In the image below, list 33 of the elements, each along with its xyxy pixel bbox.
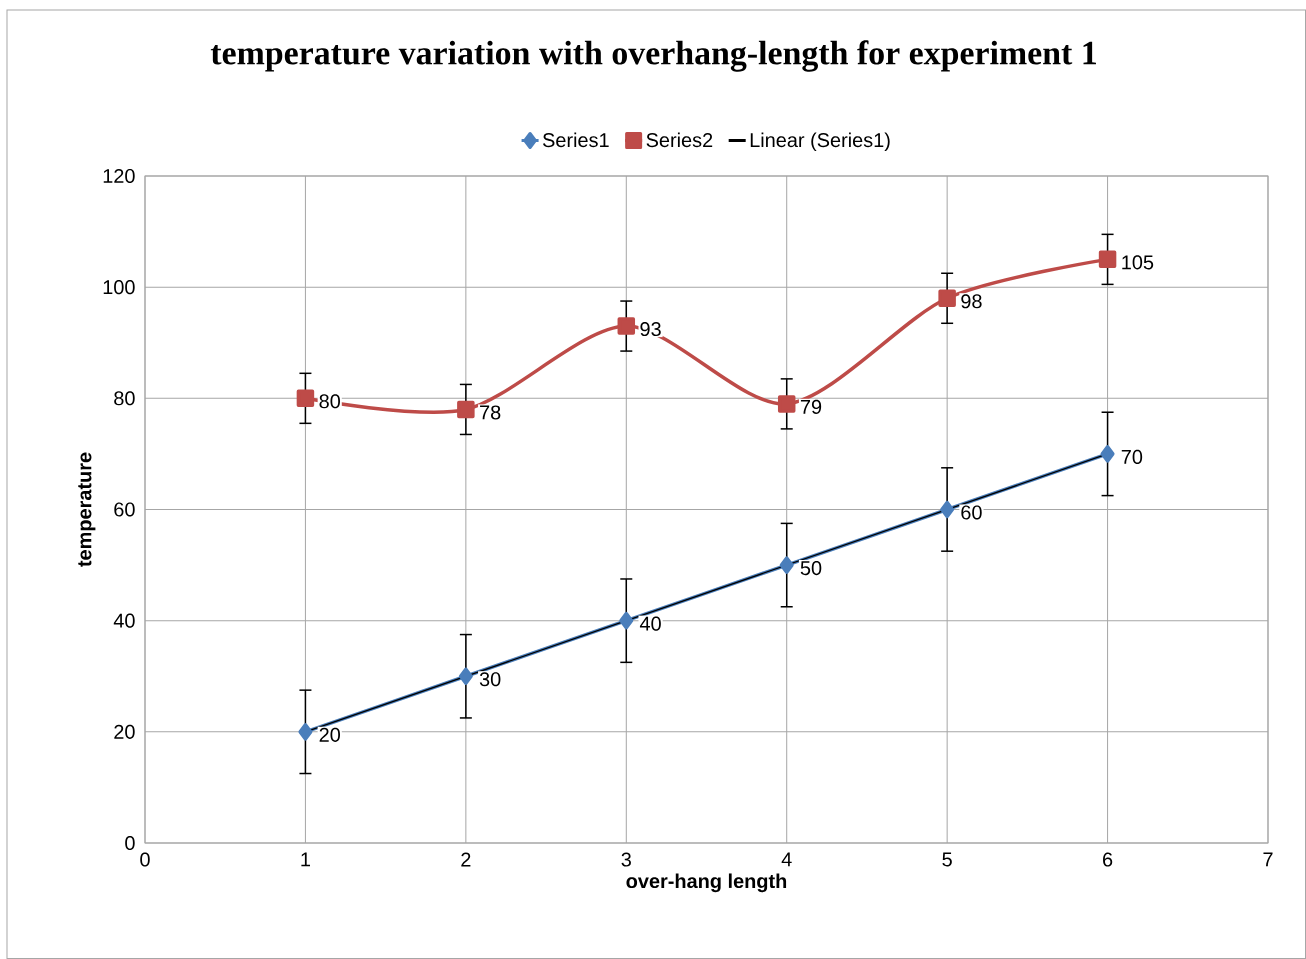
x-tick-label: 3 xyxy=(621,852,631,867)
legend-label: Series2 xyxy=(646,132,713,148)
data-label: 80 xyxy=(319,394,341,409)
x-tick-label: 4 xyxy=(781,852,792,867)
y-tick-label: 20 xyxy=(114,724,135,739)
y-axis-title: temperature xyxy=(78,452,96,567)
data-label: 79 xyxy=(800,399,822,414)
data-label: 93 xyxy=(640,322,661,337)
y-tick-label: 100 xyxy=(103,280,135,295)
data-label: 40 xyxy=(639,616,661,631)
data-label: 70 xyxy=(1121,449,1143,464)
data-label: 78 xyxy=(480,405,501,420)
data-label: 50 xyxy=(800,561,822,576)
x-tick-label: 6 xyxy=(1103,852,1113,867)
legend-label: Linear (Series1) xyxy=(750,132,890,152)
x-axis-title: over-hang length xyxy=(626,873,787,893)
x-tick-label: 0 xyxy=(140,852,150,867)
data-label: 30 xyxy=(479,672,501,687)
y-tick-label: 60 xyxy=(114,502,135,517)
x-tick-label: 5 xyxy=(942,852,952,867)
data-label: 60 xyxy=(961,505,982,520)
x-tick-label: 2 xyxy=(461,852,471,867)
data-label: 98 xyxy=(961,294,982,309)
data-label: 105 xyxy=(1122,255,1154,270)
y-tick-label: 40 xyxy=(113,613,135,628)
y-tick-label: 120 xyxy=(103,168,135,184)
y-tick-label: 0 xyxy=(125,835,135,851)
y-tick-label: 80 xyxy=(114,391,135,406)
legend-label: Series1 xyxy=(542,132,609,148)
chart-title: temperature variation with overhang-length for experiment 1 xyxy=(210,40,1096,72)
data-label: 20 xyxy=(319,727,341,742)
x-tick-label: 1 xyxy=(301,852,310,867)
x-tick-label: 7 xyxy=(1263,852,1273,867)
